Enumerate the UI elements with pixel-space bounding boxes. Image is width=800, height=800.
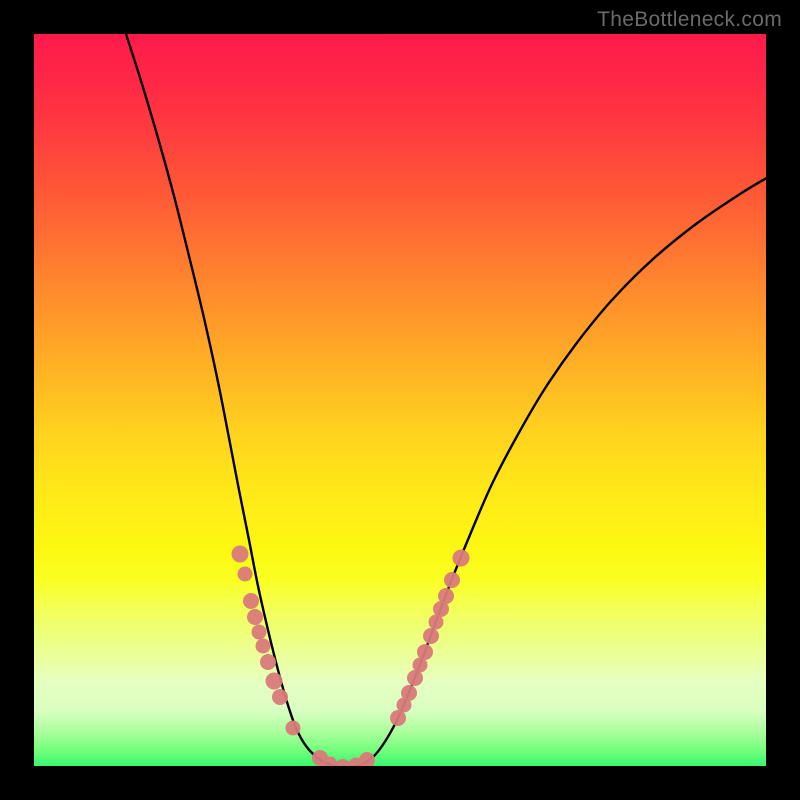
data-point <box>401 685 417 701</box>
data-point <box>266 673 283 690</box>
data-point <box>256 639 271 654</box>
data-point <box>238 567 253 582</box>
data-point <box>453 550 470 567</box>
data-point <box>243 593 259 609</box>
data-point <box>232 546 249 563</box>
chart-svg <box>34 34 768 768</box>
data-point <box>247 609 263 625</box>
chart-frame <box>32 32 768 768</box>
watermark-text: TheBottleneck.com <box>597 8 782 32</box>
data-point <box>260 654 276 670</box>
data-point <box>438 588 454 604</box>
data-point <box>359 752 375 768</box>
data-point <box>286 721 301 736</box>
data-point <box>252 625 267 640</box>
gradient-background <box>34 34 768 768</box>
data-point <box>444 572 460 588</box>
data-point <box>272 689 288 705</box>
data-point <box>423 628 439 644</box>
data-point <box>417 644 433 660</box>
